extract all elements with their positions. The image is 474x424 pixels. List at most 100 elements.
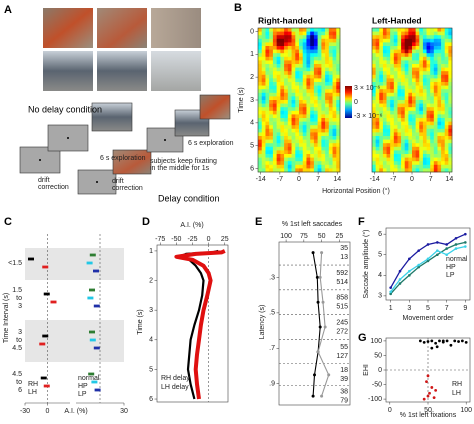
count-label: 127 <box>336 353 348 360</box>
heatmap-cell <box>448 28 453 32</box>
heatmap-cell <box>272 46 277 50</box>
heatmap-cell <box>258 114 263 119</box>
x-tick-label: -14 <box>256 176 266 183</box>
heatmap-cell <box>437 121 442 126</box>
heatmap-cell <box>437 107 442 112</box>
y-tick-label: 5 <box>149 366 153 373</box>
heatmap-cell <box>397 64 402 68</box>
heatmap-cell <box>426 49 431 54</box>
heatmap-cell <box>302 67 307 72</box>
heatmap-cell <box>276 121 281 126</box>
heatmap-cell <box>422 121 427 126</box>
heatmap-cell <box>336 125 341 130</box>
heatmap-cell <box>430 136 435 140</box>
heatmap-cell <box>325 38 330 43</box>
heatmap-cell <box>408 67 413 72</box>
heatmap-cell <box>419 168 424 173</box>
heatmap-cell <box>433 139 438 144</box>
heatmap-cell <box>299 64 304 68</box>
heatmap-cell <box>379 28 384 32</box>
heatmap-cell <box>325 157 330 162</box>
heatmap-cell <box>397 89 402 94</box>
heatmap-cell <box>375 53 380 58</box>
heatmap-cell <box>408 64 413 68</box>
heatmap-cell <box>426 150 431 155</box>
heatmap-cell <box>306 168 311 173</box>
heatmap-cell <box>401 64 406 68</box>
x-axis-label: % 1st left fixations <box>400 412 457 419</box>
heatmap-cell <box>426 53 431 58</box>
heatmap-cell <box>276 38 281 43</box>
heatmap-cell <box>258 96 263 101</box>
heatmap-cell <box>390 146 395 151</box>
heatmap-cell <box>317 74 322 79</box>
heatmap-cell <box>404 107 409 112</box>
heatmap-cell <box>382 53 387 58</box>
heatmap-cell <box>269 132 274 137</box>
heatmap-cell <box>415 139 420 144</box>
heatmap-cell <box>419 96 424 101</box>
heatmap-cell <box>325 89 330 94</box>
heatmap-cell <box>404 49 409 54</box>
heatmap-cell <box>313 46 318 50</box>
heatmap-cell <box>422 143 427 148</box>
heatmap-cell <box>379 96 384 101</box>
heatmap-cell <box>375 85 380 90</box>
heatmap-cell <box>272 157 277 162</box>
heatmap-cell <box>412 74 416 79</box>
heatmap-cell <box>287 114 292 119</box>
heatmap-cell <box>302 154 307 158</box>
heatmap-cell <box>382 128 387 133</box>
heatmap-cell <box>397 38 402 43</box>
heatmap-cell <box>265 64 270 68</box>
heatmap-cell <box>444 28 449 32</box>
x-tick-label: 50 <box>424 407 432 414</box>
legend-label: LH <box>452 390 461 397</box>
data-point <box>311 394 315 398</box>
marker <box>86 261 93 265</box>
data-point <box>464 232 467 236</box>
heatmap-cell <box>280 78 285 83</box>
heatmap-cell <box>280 28 285 32</box>
heatmap-cell <box>272 154 277 158</box>
heatmap-cell <box>419 38 424 43</box>
heatmap-cell <box>415 92 420 97</box>
heatmap-cell <box>258 56 263 61</box>
heatmap-cell <box>287 31 292 36</box>
heatmap-cell <box>317 89 322 94</box>
heatmap-cell <box>404 110 409 115</box>
heatmap-cell <box>313 150 318 155</box>
y-tick-label: 6 <box>378 231 382 238</box>
heatmap-cell <box>412 103 416 108</box>
heatmap-cell <box>269 38 274 43</box>
heatmap-cell <box>444 168 449 173</box>
heatmap-cell <box>382 100 387 104</box>
data-point <box>464 245 467 248</box>
heatmap-cell <box>426 100 431 104</box>
heatmap-cell <box>393 85 398 90</box>
heatmap-cell <box>422 100 427 104</box>
heatmap-cell <box>415 150 420 155</box>
heatmap-cell <box>332 103 337 108</box>
heatmap-cell <box>404 42 409 47</box>
heatmap-cell <box>317 82 322 86</box>
heatmap-cell <box>448 85 453 90</box>
data-point <box>426 394 430 398</box>
heatmap-cell <box>422 53 427 58</box>
heatmap-cell <box>430 82 435 86</box>
heatmap-cell <box>426 78 431 83</box>
count-label: 39 <box>340 376 348 383</box>
heatmap-cell <box>269 103 274 108</box>
heatmap-cell <box>269 60 274 65</box>
heatmap-cell <box>272 161 277 166</box>
heatmap-cell <box>444 35 449 40</box>
heatmap-cell <box>272 60 277 65</box>
heatmap-cell <box>444 161 449 166</box>
heatmap-cell <box>372 132 376 137</box>
heatmap-cell <box>284 128 289 133</box>
heatmap-cell <box>390 78 395 83</box>
heatmap-cell <box>448 78 453 83</box>
photo <box>97 51 147 91</box>
heatmap-cell <box>287 154 292 158</box>
heatmap-cell <box>265 128 270 133</box>
